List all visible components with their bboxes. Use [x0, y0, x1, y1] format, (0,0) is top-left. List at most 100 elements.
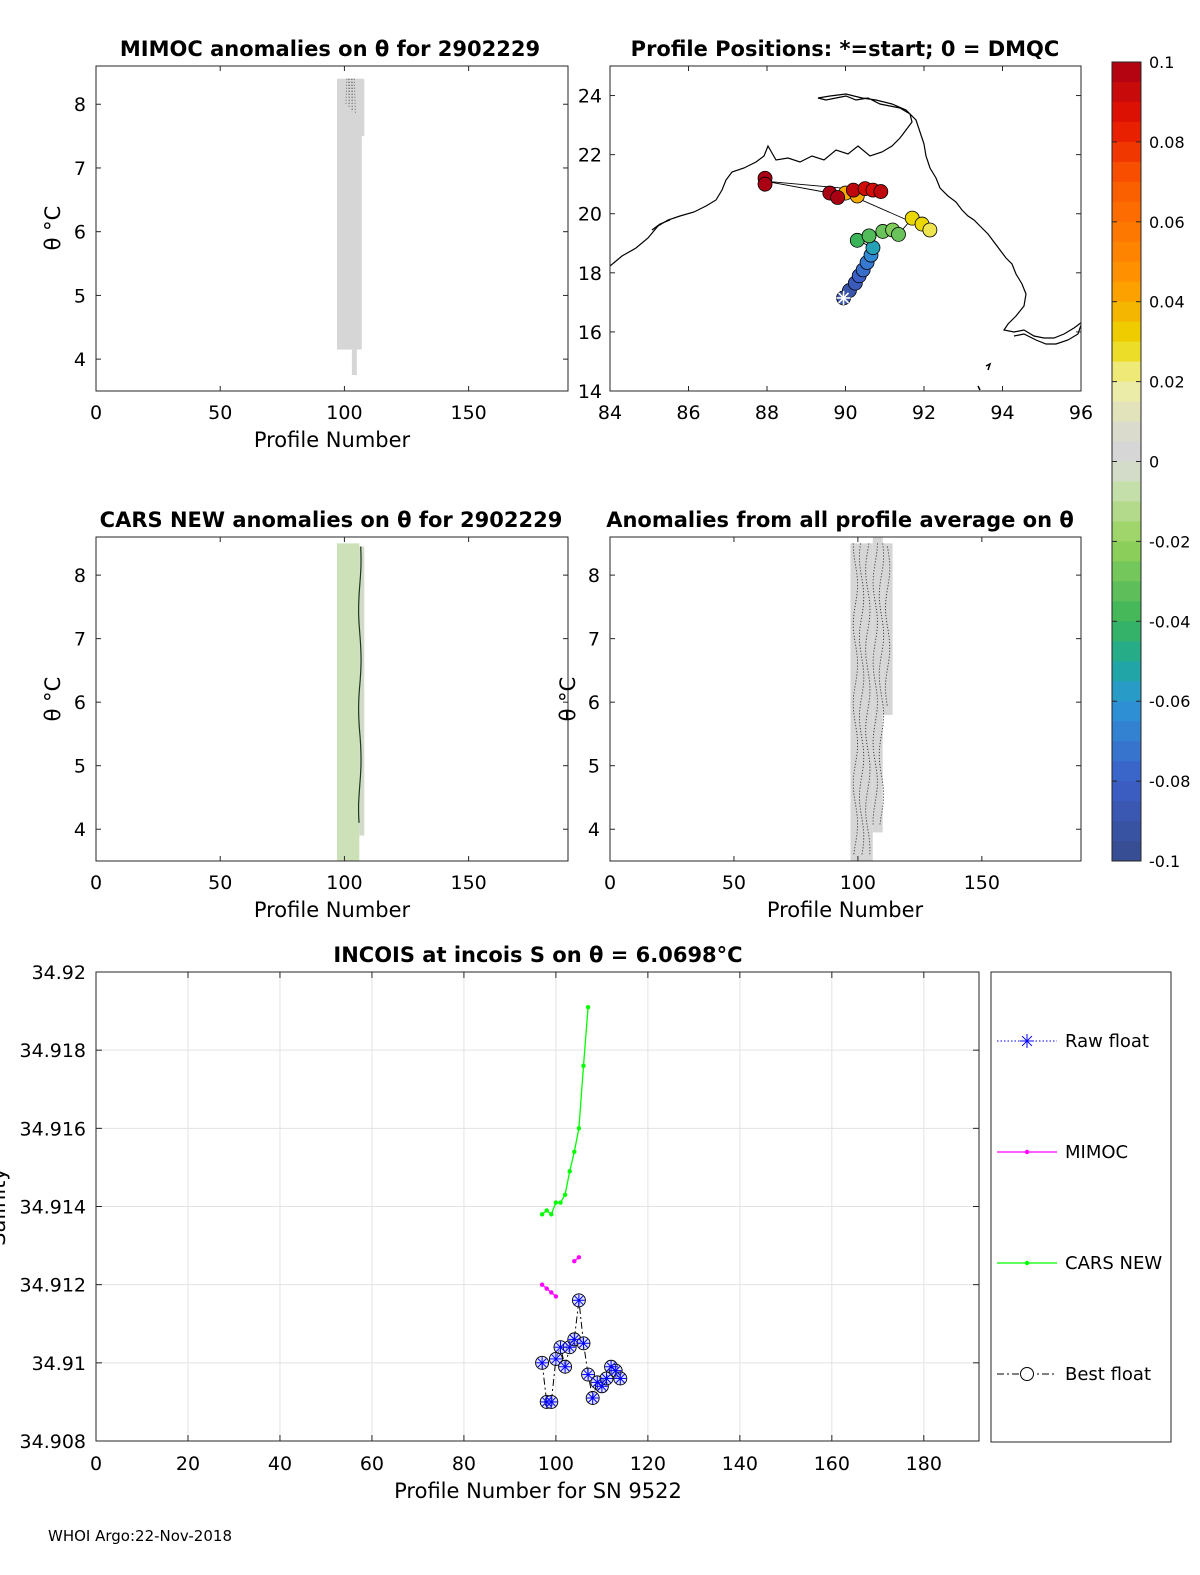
series-point-cars-new — [567, 1169, 572, 1174]
colorbar-tick-label: 0 — [1149, 453, 1159, 472]
mimoc-ticks: 0 50 100 150 4 5 6 7 8 — [74, 66, 568, 424]
colorbar-band — [1112, 201, 1141, 223]
x-tick-label: 80 — [452, 1453, 476, 1475]
avg-contour-lines — [852, 543, 891, 856]
colorbar: 0.1 0.08 0.06 0.04 0.02 0 -0.02 -0.04 -0.06 -0.08… — [1111, 53, 1190, 871]
colorbar-band — [1112, 481, 1141, 502]
series-line-mimoc — [541, 1284, 557, 1297]
mimoc-contour-lines — [345, 78, 356, 114]
legend-frame — [990, 971, 1172, 1443]
series-point-raw-float — [611, 1366, 621, 1376]
mimoc-title: MIMOC anomalies on θ for 2902229 — [120, 37, 540, 61]
avg-ticks: 0 50 100 150 4 5 6 7 8 — [588, 537, 1081, 894]
incois-grid — [95, 971, 979, 1442]
series-point-mimoc — [539, 1282, 545, 1287]
y-tick-label: 4 — [588, 819, 600, 841]
colorbar-band — [1112, 561, 1141, 582]
x-tick-label: 100 — [326, 872, 362, 894]
colorbar-band — [1112, 101, 1141, 123]
mimoc-ylabel: θ °C — [41, 206, 65, 251]
colorbar-bands — [1112, 62, 1141, 862]
x-tick-label: 40 — [268, 1453, 292, 1475]
cars-contour-lines — [357, 546, 362, 823]
x-tick-label: 92 — [912, 402, 936, 424]
colorbar-tick-label: -0.04 — [1149, 612, 1190, 631]
y-tick-label: 8 — [74, 565, 86, 587]
series-point-raw-float — [606, 1362, 616, 1372]
x-tick-label: 84 — [598, 402, 622, 424]
position-marker — [873, 184, 889, 199]
footer-credit: WHOI Argo:22-Nov-2018 — [48, 1527, 232, 1545]
series-point-cars-new — [544, 1208, 549, 1213]
series-point-cars-new — [585, 1004, 591, 1010]
position-marker — [757, 176, 773, 192]
cars-ticks: 0 50 100 150 4 5 6 7 8 — [74, 537, 568, 894]
colorbar-band — [1112, 121, 1141, 143]
colorbar-band — [1112, 141, 1141, 163]
series-line-cars-new — [541, 1007, 589, 1216]
x-tick-label: 150 — [450, 872, 486, 894]
x-tick-label: 100 — [538, 1453, 574, 1475]
cars-anomaly-panel: 0 50 100 150 4 5 6 7 8 CARS NEW anomalies on θ f… — [41, 508, 569, 922]
heatmap-cell — [354, 78, 365, 137]
profile-position-markers — [757, 170, 938, 306]
series-point-raw-float — [537, 1358, 547, 1368]
colorbar-band — [1112, 381, 1141, 403]
colorbar-tick-label: -0.08 — [1149, 772, 1190, 791]
colorbar-band — [1112, 421, 1141, 443]
y-tick-label: 34.916 — [20, 1118, 86, 1140]
series-point-mimoc — [576, 1255, 582, 1260]
colorbar-band — [1112, 541, 1141, 562]
series-point-cars-new — [562, 1192, 568, 1197]
colorbar-band — [1112, 681, 1141, 702]
start-marker — [836, 290, 851, 305]
colorbar-band — [1112, 62, 1141, 83]
series-point-cars-new — [553, 1200, 559, 1205]
series-point-raw-float — [583, 1369, 593, 1380]
cars-axes-box — [95, 536, 569, 862]
colorbar-band — [1112, 761, 1141, 782]
y-tick-label: 34.918 — [20, 1040, 86, 1062]
series-point-raw-float — [601, 1373, 612, 1384]
x-tick-label: 0 — [90, 1453, 102, 1475]
series-point-raw-float — [578, 1338, 589, 1348]
y-tick-label: 34.912 — [20, 1275, 86, 1297]
y-tick-label: 6 — [588, 692, 600, 714]
colorbar-ticks: 0.1 0.08 0.06 0.04 0.02 0 -0.02 -0.04 -0.06 -0.08… — [1112, 53, 1190, 871]
y-tick-label: 14 — [578, 381, 602, 403]
x-tick-label: 150 — [450, 402, 486, 424]
colorbar-tick-label: -0.1 — [1149, 852, 1180, 871]
mimoc-anomaly-panel: 0 50 100 150 4 5 6 7 8 MIMOC anomalies on θ for … — [41, 37, 569, 452]
series-point-raw-float — [551, 1354, 561, 1364]
y-tick-label: 34.908 — [20, 1431, 86, 1453]
colorbar-band — [1112, 701, 1141, 722]
coastline-island-3 — [977, 385, 981, 391]
contour-line — [350, 78, 353, 110]
legend-marker — [1024, 1149, 1030, 1155]
contour-line — [878, 543, 885, 826]
coastline — [610, 93, 1081, 345]
x-tick-label: 86 — [676, 402, 700, 424]
heatmap-cell — [359, 546, 365, 836]
colorbar-band — [1112, 801, 1141, 822]
colorbar-band — [1112, 621, 1141, 642]
contour-line — [345, 78, 348, 105]
y-tick-label: 24 — [578, 86, 602, 108]
series-point-cars-new — [572, 1149, 577, 1154]
legend-items: Raw float MIMOC CARS NEW Best float — [997, 1031, 1162, 1385]
legend-marker — [1024, 1260, 1030, 1266]
series-point-raw-float — [569, 1334, 579, 1344]
mimoc-heatmap-cells — [336, 78, 365, 376]
series-point-mimoc — [549, 1290, 554, 1295]
x-tick-label: 140 — [722, 1453, 758, 1475]
cars-ylabel: θ °C — [41, 677, 65, 722]
incois-ylabel: Salinity — [0, 1168, 10, 1246]
colorbar-band — [1112, 641, 1141, 662]
cars-xlabel: Profile Number — [254, 898, 411, 922]
colorbar-band — [1112, 161, 1141, 183]
colorbar-band — [1112, 341, 1141, 363]
y-tick-label: 5 — [74, 285, 86, 307]
legend-label: CARS NEW — [1065, 1253, 1162, 1274]
colorbar-tick-label: -0.02 — [1149, 532, 1190, 551]
series-point-raw-float — [597, 1381, 607, 1391]
